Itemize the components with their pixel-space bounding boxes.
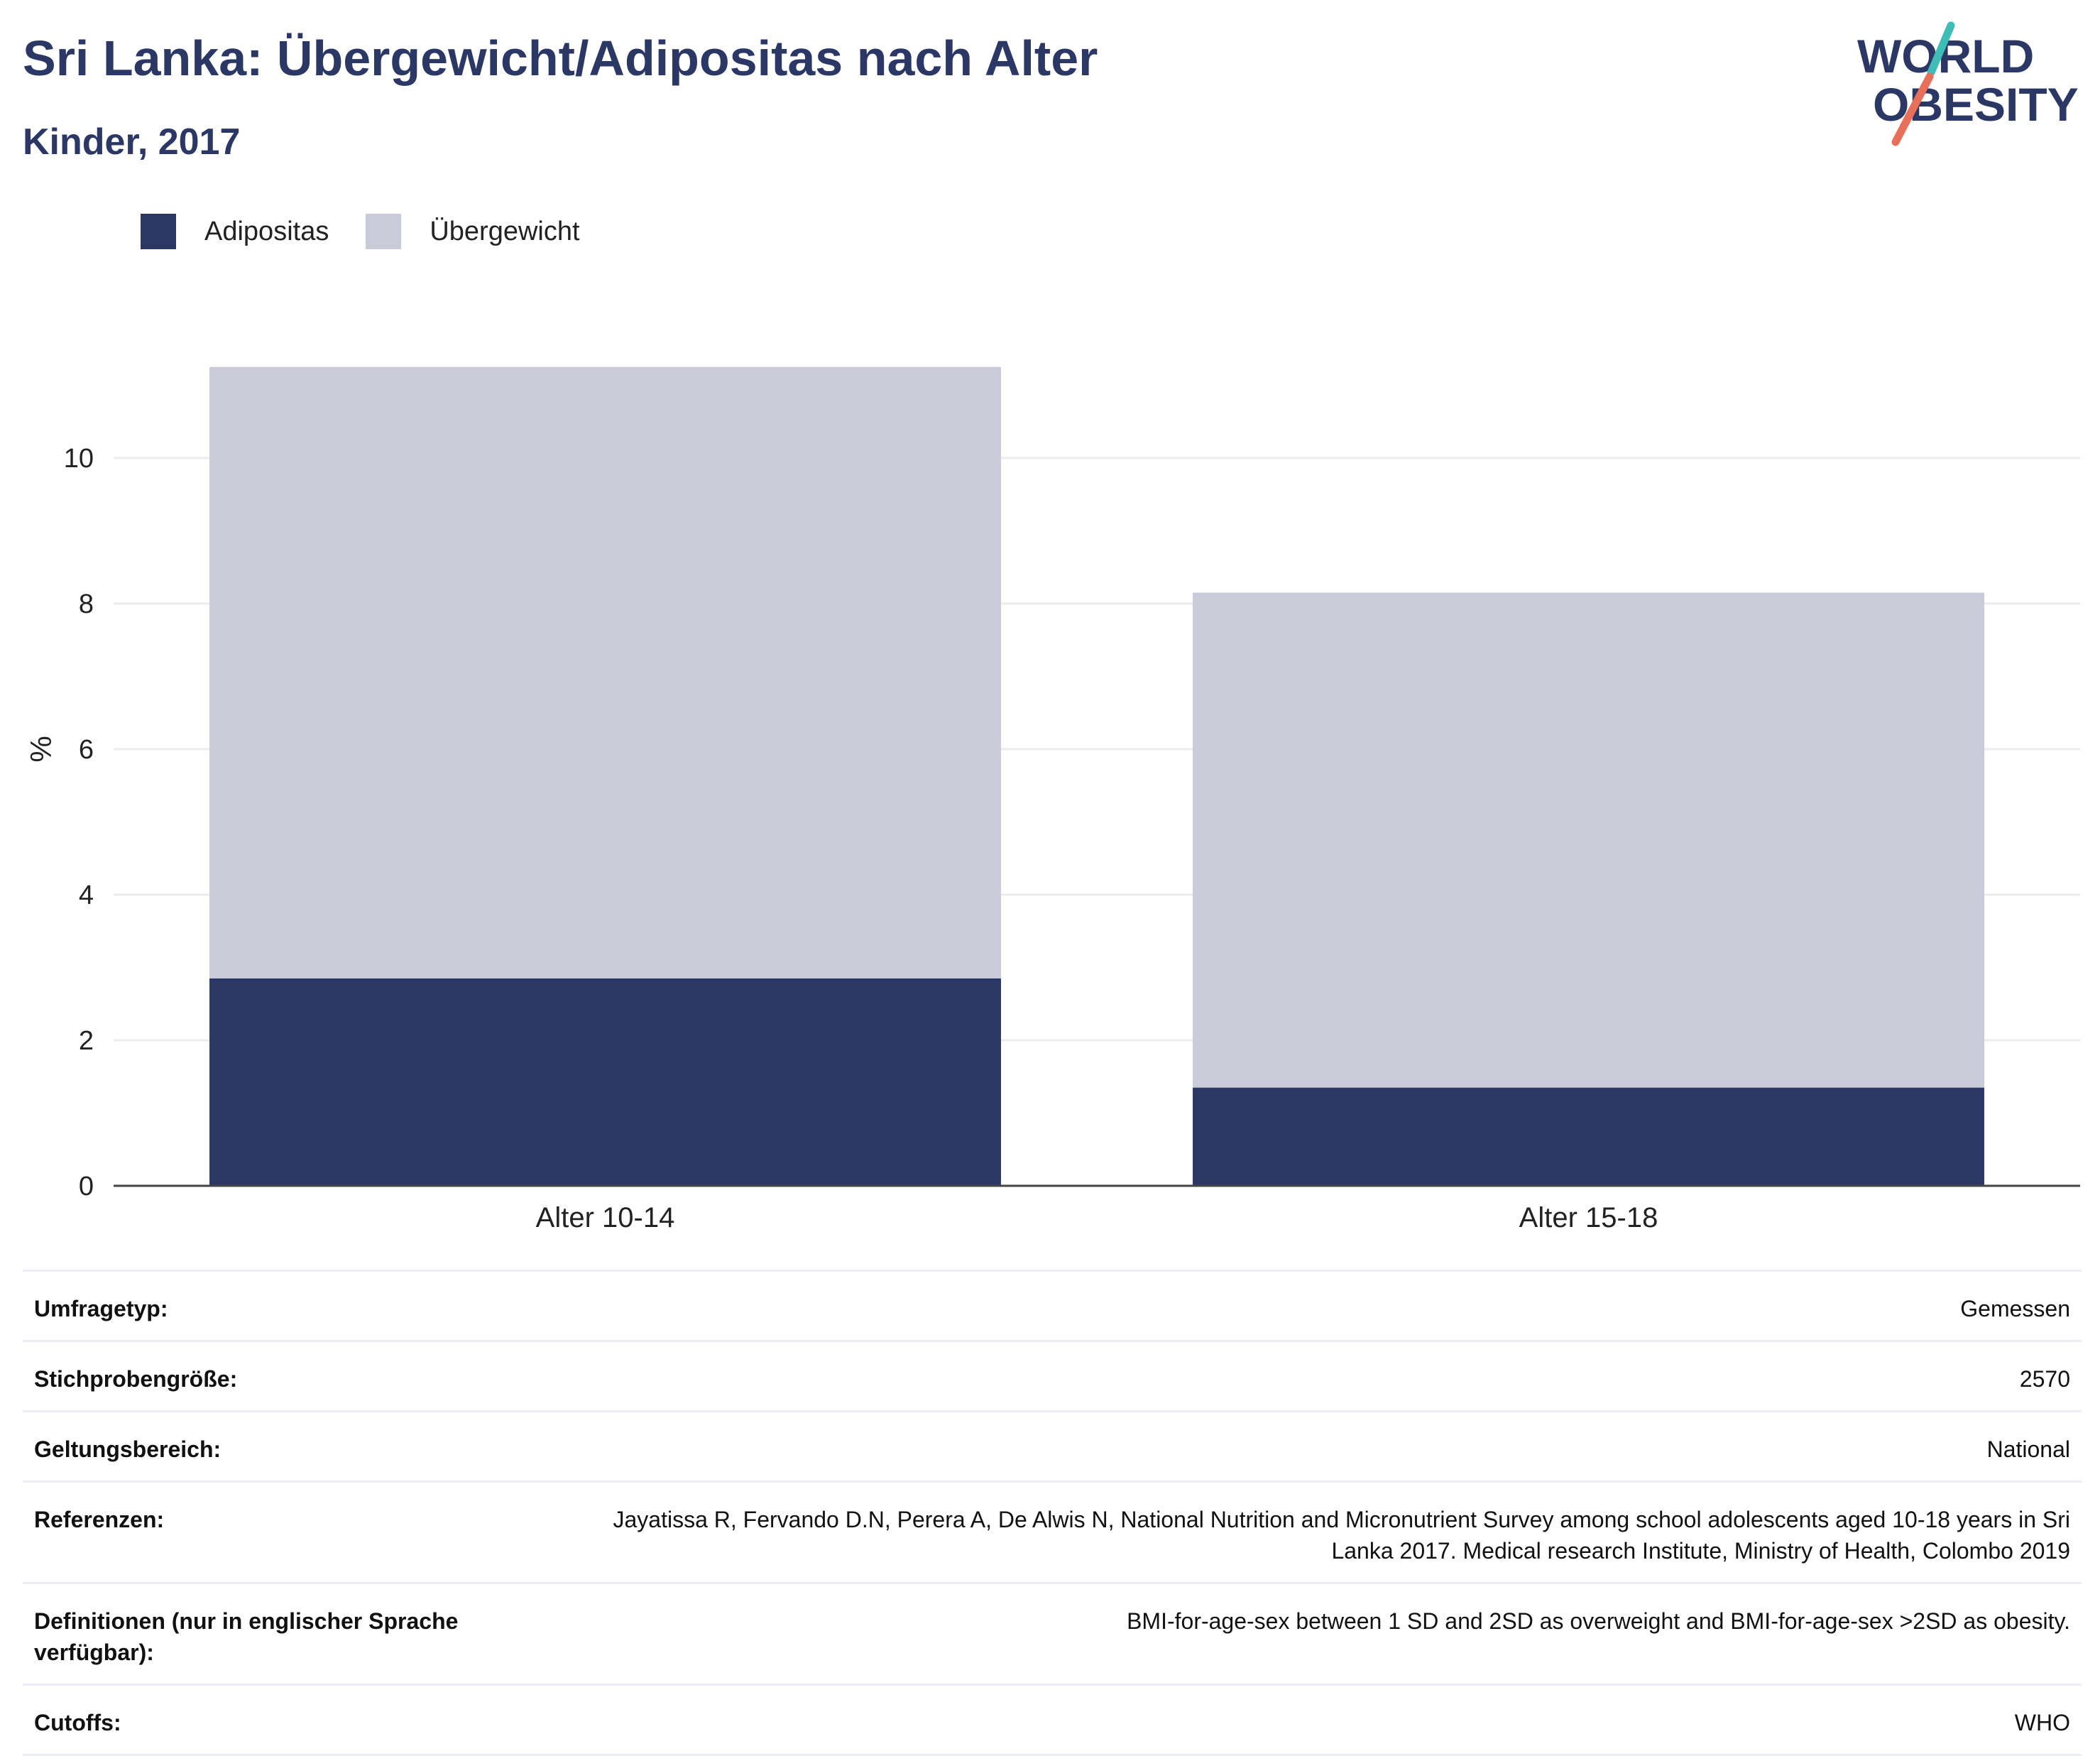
x-tick-label: Alter 15-18: [1519, 1202, 1658, 1233]
y-tick-label: 8: [79, 589, 94, 619]
info-label: Definitionen (nur in englischer Sprache …: [34, 1608, 459, 1665]
legend-label-uebergewicht: Übergewicht: [430, 216, 580, 246]
info-value: WHO: [2014, 1710, 2070, 1735]
info-label: Umfragetyp:: [34, 1296, 168, 1321]
info-row-definitions: Definitionen (nur in englischer Sprache …: [23, 1582, 2082, 1684]
info-row-sample-size: Stichprobengröße: 2570: [23, 1340, 2082, 1410]
info-value: Gemessen: [1960, 1296, 2070, 1321]
info-row-references: Referenzen: Jayatissa R, Fervando D.N, P…: [23, 1480, 2082, 1582]
legend-item-adipositas[interactable]: Adipositas: [141, 214, 329, 249]
info-value: Jayatissa R, Fervando D.N, Perera A, De …: [613, 1507, 2070, 1564]
info-label: Referenzen:: [34, 1507, 165, 1532]
y-tick-label: 0: [79, 1172, 94, 1201]
y-axis-label: %: [24, 736, 58, 762]
bar-adipositas: [1193, 1087, 1984, 1186]
world-obesity-logo: WORLD OBESITY: [1857, 21, 2079, 146]
chart-title: Sri Lanka: Übergewicht/Adipositas nach A…: [23, 31, 1098, 86]
stacked-bar-chart: 0 2 4 6 8 10 Alter 10-14 Alter 15-18%: [24, 366, 2080, 1233]
info-row-survey-type: Umfragetyp: Gemessen: [23, 1270, 2082, 1340]
logo-slash-top: [1927, 21, 1955, 77]
legend-item-uebergewicht[interactable]: Übergewicht: [366, 214, 580, 249]
survey-info-table: Umfragetyp: Gemessen Stichprobengröße: 2…: [23, 1270, 2082, 1756]
chart-legend: Adipositas Übergewicht: [141, 210, 617, 253]
legend-swatch-adipositas: [141, 214, 176, 249]
y-tick-label: 10: [64, 444, 94, 474]
info-value: BMI-for-age-sex between 1 SD and 2SD as …: [1127, 1608, 2070, 1634]
info-value: National: [1986, 1436, 2070, 1462]
info-label: Cutoffs:: [34, 1710, 121, 1735]
y-tick-label: 6: [79, 735, 94, 765]
bar-uebergewicht: [1193, 592, 1984, 1088]
info-row-cutoffs: Cutoffs: WHO: [23, 1684, 2082, 1756]
legend-label-adipositas: Adipositas: [204, 216, 329, 246]
bar-adipositas: [209, 978, 1001, 1186]
bar-uebergewicht: [209, 366, 1001, 978]
info-label: Geltungsbereich:: [34, 1436, 222, 1462]
x-tick-label: Alter 10-14: [536, 1202, 675, 1233]
legend-swatch-uebergewicht: [366, 214, 402, 249]
info-row-scope: Geltungsbereich: National: [23, 1410, 2082, 1480]
y-tick-label: 2: [79, 1026, 94, 1056]
info-label: Stichprobengröße:: [34, 1366, 238, 1392]
logo-slash-bottom: [1891, 72, 1934, 146]
info-value: 2570: [2019, 1366, 2070, 1392]
axes: 0 2 4 6 8 10 Alter 10-14 Alter 15-18%: [24, 444, 2080, 1233]
chart-subtitle: Kinder, 2017: [23, 121, 241, 163]
y-tick-label: 4: [79, 880, 94, 910]
bars: [209, 366, 1984, 1186]
